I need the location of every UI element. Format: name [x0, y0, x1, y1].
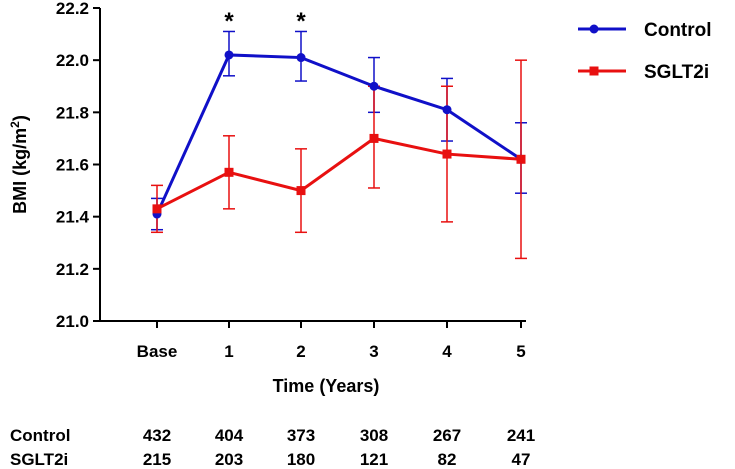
y-tick-label: 21.6: [56, 156, 89, 175]
error-bars: [151, 30, 527, 260]
significance-annotations: * *: [224, 8, 306, 35]
series-line-Control: [155, 53, 522, 215]
legend: Control SGLT2i: [578, 20, 712, 83]
series-lines: [155, 53, 522, 215]
x-tick-label: 1: [224, 342, 233, 361]
svg-text:BMI (kg/m2): BMI (kg/m2): [8, 115, 30, 214]
table-count: 47: [512, 450, 531, 469]
legend-label-SGLT2i: SGLT2i: [644, 62, 709, 83]
table-row-label: Control: [10, 426, 70, 445]
y-tick-label: 21.0: [56, 312, 89, 331]
table-count: 241: [507, 426, 535, 445]
table-count: 180: [287, 450, 315, 469]
x-tick-label: 4: [442, 342, 452, 361]
x-tick-label: 5: [516, 342, 525, 361]
legend-marker-SGLT2i: [589, 66, 599, 76]
data-point-Control: [369, 81, 379, 91]
y-axis-label-close: ): [10, 115, 30, 121]
table-count: 215: [143, 450, 171, 469]
y-tick-label: 22.2: [56, 0, 89, 18]
data-point-Control: [296, 53, 306, 63]
table-count: 373: [287, 426, 315, 445]
data-point-SGLT2i: [152, 204, 162, 214]
table-count: 308: [360, 426, 388, 445]
data-point-Control: [224, 50, 234, 60]
y-axis-label-superscript: 2: [8, 121, 22, 128]
significance-star: *: [296, 8, 306, 35]
table-count: 121: [360, 450, 388, 469]
table-count: 404: [215, 426, 244, 445]
table-row-label: SGLT2i: [10, 450, 68, 469]
legend-label-Control: Control: [644, 20, 712, 41]
sample-size-table: Control 432 404 373 308 267 241 SGLT2i 215 203 180…: [10, 426, 535, 469]
significance-star: *: [224, 8, 234, 35]
data-point-SGLT2i: [224, 167, 234, 177]
data-point-SGLT2i: [516, 154, 526, 164]
table-count: 432: [143, 426, 171, 445]
y-tick-label: 21.2: [56, 260, 89, 279]
y-tick-label: 22.0: [56, 51, 89, 70]
x-axis-label: Time (Years): [273, 376, 380, 396]
series-line-SGLT2i: [156, 136, 522, 211]
data-point-SGLT2i: [369, 133, 379, 143]
data-point-Control: [442, 105, 452, 115]
y-ticks: 21.0 21.2 21.4 21.6 21.8 22.0 22.2: [56, 0, 100, 331]
y-tick-label: 21.4: [56, 208, 90, 227]
x-tick-label: Base: [137, 342, 178, 361]
table-count: 82: [438, 450, 457, 469]
y-axis-label-main: BMI (kg/m: [10, 128, 30, 214]
y-tick-label: 21.8: [56, 103, 89, 122]
table-count: 267: [433, 426, 461, 445]
series-markers: [152, 50, 526, 219]
legend-marker-Control: [589, 24, 599, 34]
axes: [99, 8, 526, 322]
x-ticks: Base 1 2 3 4 5: [137, 321, 526, 361]
data-point-SGLT2i: [442, 149, 452, 159]
x-tick-label: 2: [296, 342, 305, 361]
data-point-SGLT2i: [296, 186, 306, 196]
table-count: 203: [215, 450, 243, 469]
x-tick-label: 3: [369, 342, 378, 361]
y-axis-label: BMI (kg/m2): [8, 115, 30, 214]
